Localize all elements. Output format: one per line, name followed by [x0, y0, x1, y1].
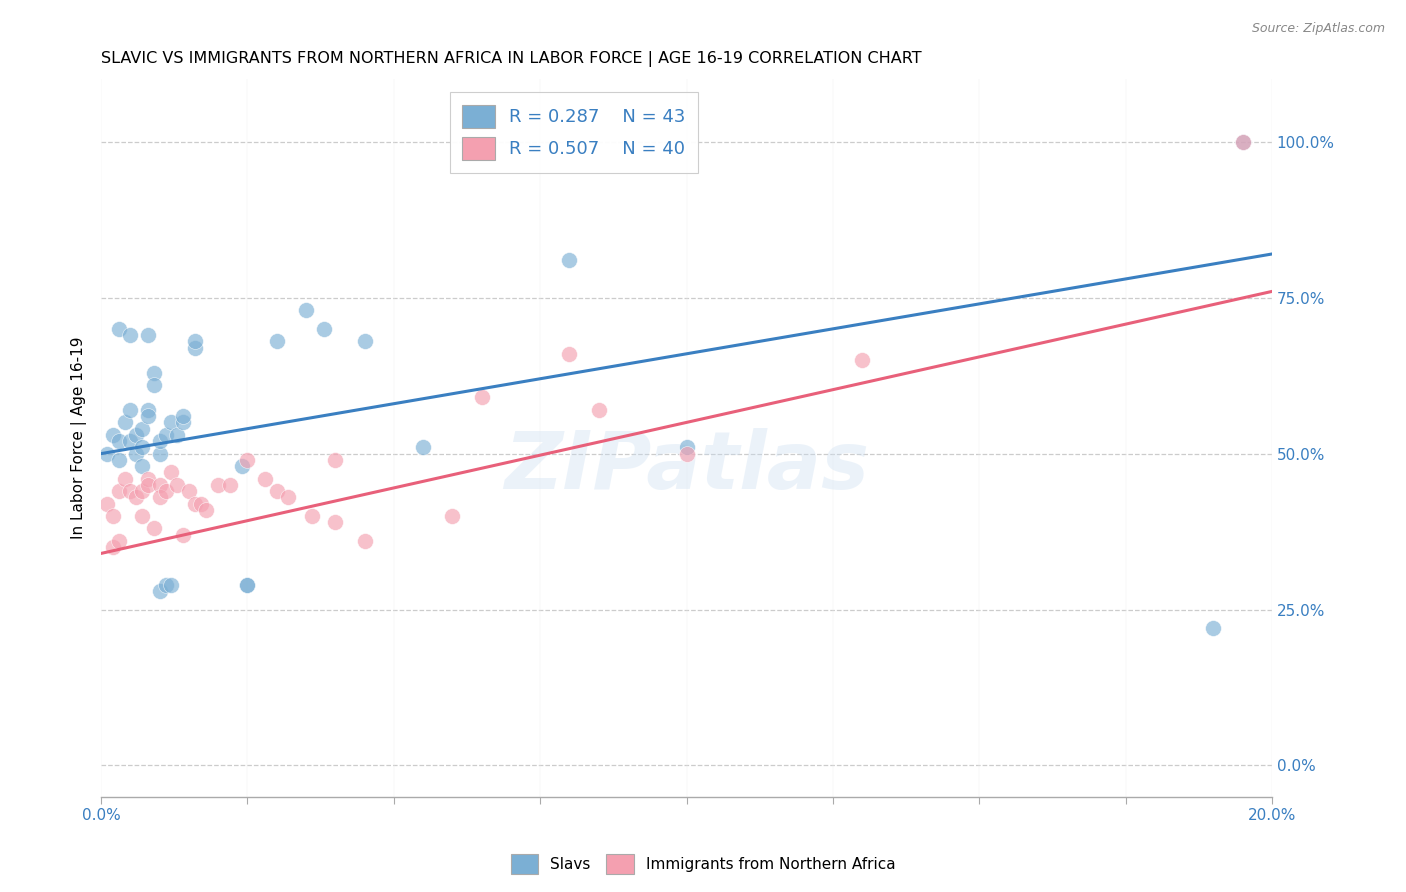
Point	[107, 533, 129, 548]
Point	[166, 477, 188, 491]
Point	[114, 471, 136, 485]
Point	[149, 434, 172, 449]
Point	[107, 453, 129, 467]
Point	[301, 508, 323, 523]
Point	[120, 328, 142, 343]
Point	[160, 466, 183, 480]
Point	[125, 447, 148, 461]
Point	[166, 428, 188, 442]
Point	[142, 521, 165, 535]
Point	[136, 403, 159, 417]
Point	[120, 483, 142, 498]
Point	[149, 447, 172, 461]
Point	[312, 322, 335, 336]
Point	[120, 434, 142, 449]
Point	[184, 341, 207, 355]
Point	[353, 533, 375, 548]
Legend: R = 0.287    N = 43, R = 0.507    N = 40: R = 0.287 N = 43, R = 0.507 N = 40	[450, 92, 699, 173]
Point	[160, 416, 183, 430]
Point	[131, 508, 153, 523]
Point	[136, 328, 159, 343]
Point	[131, 483, 153, 498]
Point	[184, 496, 207, 510]
Point	[471, 391, 494, 405]
Point	[172, 527, 194, 541]
Point	[558, 253, 581, 268]
Point	[107, 483, 129, 498]
Legend: Slavs, Immigrants from Northern Africa: Slavs, Immigrants from Northern Africa	[505, 848, 901, 880]
Point	[1232, 135, 1254, 149]
Point	[149, 477, 172, 491]
Point	[155, 428, 177, 442]
Point	[207, 477, 229, 491]
Point	[219, 477, 242, 491]
Point	[96, 447, 118, 461]
Point	[155, 577, 177, 591]
Point	[323, 515, 346, 529]
Point	[96, 496, 118, 510]
Point	[277, 490, 299, 504]
Point	[172, 409, 194, 424]
Point	[131, 422, 153, 436]
Point	[136, 471, 159, 485]
Point	[1232, 135, 1254, 149]
Point	[1202, 621, 1225, 635]
Point	[558, 347, 581, 361]
Point	[236, 453, 259, 467]
Point	[172, 416, 194, 430]
Point	[131, 441, 153, 455]
Point	[125, 490, 148, 504]
Point	[266, 483, 288, 498]
Point	[266, 334, 288, 349]
Point	[412, 441, 434, 455]
Point	[125, 428, 148, 442]
Point	[136, 477, 159, 491]
Point	[149, 583, 172, 598]
Point	[323, 453, 346, 467]
Point	[184, 334, 207, 349]
Point	[851, 353, 873, 368]
Point	[136, 409, 159, 424]
Point	[160, 577, 183, 591]
Point	[236, 577, 259, 591]
Point	[295, 303, 318, 318]
Point	[107, 322, 129, 336]
Text: Source: ZipAtlas.com: Source: ZipAtlas.com	[1251, 22, 1385, 36]
Point	[101, 508, 124, 523]
Point	[353, 334, 375, 349]
Point	[142, 366, 165, 380]
Point	[114, 416, 136, 430]
Point	[441, 508, 464, 523]
Point	[588, 403, 610, 417]
Point	[190, 496, 212, 510]
Text: SLAVIC VS IMMIGRANTS FROM NORTHERN AFRICA IN LABOR FORCE | AGE 16-19 CORRELATION: SLAVIC VS IMMIGRANTS FROM NORTHERN AFRIC…	[101, 51, 922, 67]
Point	[177, 483, 200, 498]
Point	[101, 540, 124, 554]
Y-axis label: In Labor Force | Age 16-19: In Labor Force | Age 16-19	[72, 337, 87, 540]
Point	[254, 471, 277, 485]
Point	[236, 577, 259, 591]
Point	[231, 459, 253, 474]
Point	[195, 502, 218, 516]
Point	[149, 490, 172, 504]
Text: ZIPatlas: ZIPatlas	[503, 427, 869, 506]
Point	[675, 441, 697, 455]
Point	[120, 403, 142, 417]
Point	[155, 483, 177, 498]
Point	[107, 434, 129, 449]
Point	[142, 378, 165, 392]
Point	[675, 447, 697, 461]
Point	[101, 428, 124, 442]
Point	[131, 459, 153, 474]
